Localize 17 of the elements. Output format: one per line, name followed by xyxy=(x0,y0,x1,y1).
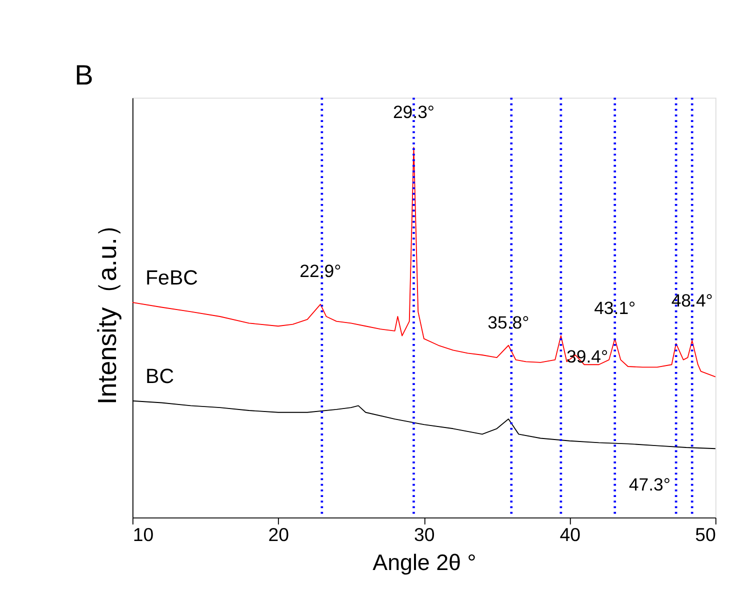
annotation: 29.3° xyxy=(392,102,435,122)
y-axis-title: Intensity（a.u.） xyxy=(92,212,122,404)
x-tick-label: 50 xyxy=(695,524,716,546)
x-tick-label: 30 xyxy=(414,524,435,546)
series-label: BC xyxy=(146,365,174,388)
x-tick-label: 10 xyxy=(132,524,154,546)
text: B xyxy=(74,60,94,91)
x-tick-label: 40 xyxy=(560,524,581,546)
annotation: 22.9° xyxy=(300,260,342,281)
ref-line-label: 39.4° xyxy=(566,346,608,367)
series-label: FeBC xyxy=(146,266,198,290)
annotation: 48.4° xyxy=(671,290,713,310)
ref-line-label: 47.3° xyxy=(628,474,670,494)
x-axis-title: Angle 2θ ° xyxy=(372,550,476,576)
annotation: 35.8° xyxy=(488,312,530,333)
annotation: 43.1° xyxy=(594,298,636,318)
x-tick-label: 20 xyxy=(268,524,290,546)
